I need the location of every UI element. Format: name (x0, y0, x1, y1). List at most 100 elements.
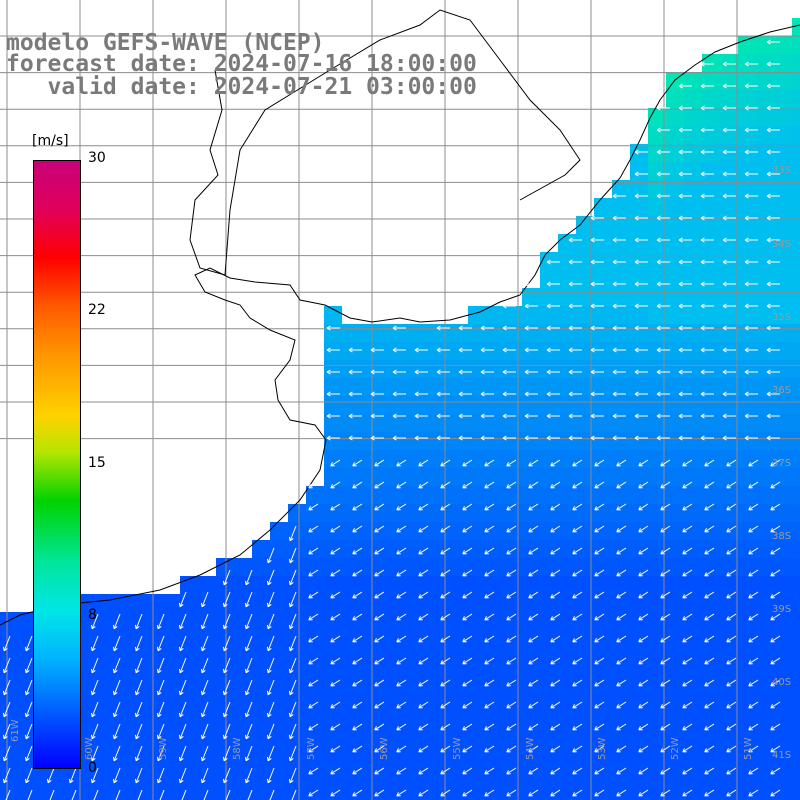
wind-arrow (374, 481, 385, 489)
wind-arrow (288, 767, 297, 784)
wind-speed-cell (162, 648, 180, 666)
wind-arrow (326, 347, 340, 353)
wind-arrow (704, 525, 715, 533)
wind-arrow (722, 303, 736, 309)
wind-speed-cell (522, 702, 540, 720)
wind-speed-cell (630, 378, 648, 396)
wind-arrow (590, 347, 604, 353)
wind-speed-cell (360, 342, 378, 360)
wind-speed-cell (666, 594, 684, 612)
wind-arrow (528, 547, 539, 555)
wind-arrow (700, 391, 714, 397)
wind-arrow (137, 789, 143, 800)
wind-speed-cell (378, 558, 396, 576)
wind-speed-cell (756, 216, 774, 234)
wind-speed-cell (774, 630, 792, 648)
wind-arrow (458, 391, 472, 397)
wind-speed-cell (756, 720, 774, 738)
wind-speed-cell (666, 342, 684, 360)
wind-speed-cell (486, 612, 504, 630)
wind-arrow (352, 635, 363, 643)
wind-speed-cell (774, 234, 792, 252)
wind-arrow (480, 369, 494, 375)
wind-speed-cell (792, 630, 800, 648)
wind-arrow (308, 723, 319, 731)
wind-arrow (200, 745, 209, 762)
wind-arrow (704, 657, 715, 665)
lat-label: 41S (772, 750, 792, 761)
wind-arrow (506, 789, 517, 797)
wind-speed-cell (378, 324, 396, 342)
wind-speed-cell (432, 702, 450, 720)
wind-speed-cell (558, 396, 576, 414)
wind-arrow (744, 369, 758, 375)
wind-speed-cell (666, 162, 684, 180)
wind-speed-cell (666, 180, 684, 198)
wind-speed-cell (306, 720, 324, 738)
wind-arrow (308, 679, 319, 687)
wind-arrow (374, 635, 385, 643)
wind-speed-cell (630, 504, 648, 522)
wind-arrow (506, 679, 517, 687)
wind-speed-cell (486, 486, 504, 504)
wind-speed-cell (90, 792, 108, 800)
wind-speed-cell (162, 666, 180, 684)
wind-arrow (678, 281, 692, 287)
wind-arrow (770, 701, 781, 709)
wind-speed-cell (792, 378, 800, 396)
wind-speed-cell (684, 612, 702, 630)
wind-speed-cell (648, 702, 666, 720)
wind-arrow (115, 789, 121, 800)
wind-arrow (71, 789, 77, 800)
wind-arrow (722, 149, 736, 155)
wind-speed-cell (630, 306, 648, 324)
wind-arrow (550, 723, 561, 731)
wind-speed-cell (792, 288, 800, 306)
wind-speed-cell (234, 630, 252, 648)
wind-arrow (418, 591, 429, 599)
wind-arrow (550, 547, 561, 555)
wind-arrow (134, 635, 143, 652)
wind-speed-cell (450, 702, 468, 720)
wind-speed-cell (342, 594, 360, 612)
wind-speed-cell (198, 594, 216, 612)
wind-speed-cell (612, 450, 630, 468)
wind-arrow (766, 171, 780, 177)
wind-speed-cell (288, 576, 306, 594)
wind-speed-cell (468, 396, 486, 414)
wind-arrow (550, 789, 561, 797)
wind-arrow (178, 723, 187, 740)
wind-arrow (288, 613, 297, 630)
wind-speed-cell (558, 774, 576, 792)
wind-speed-cell (162, 594, 180, 612)
wind-speed-cell (216, 630, 234, 648)
wind-arrow (462, 767, 473, 775)
wind-speed-cell (468, 414, 486, 432)
wind-arrow (156, 613, 165, 630)
wind-speed-cell (738, 234, 756, 252)
wind-speed-cell (756, 774, 774, 792)
wind-speed-cell (414, 702, 432, 720)
wind-arrow (396, 569, 407, 577)
wind-arrow (178, 679, 187, 696)
wind-speed-cell (774, 486, 792, 504)
wind-speed-cell (594, 468, 612, 486)
wind-speed-cell (486, 396, 504, 414)
wind-arrow (700, 127, 714, 133)
wind-speed-cell (468, 342, 486, 360)
wind-arrow (656, 259, 670, 265)
wind-arrow (418, 569, 429, 577)
wind-arrow (722, 127, 736, 133)
wind-speed-cell (540, 792, 558, 800)
wind-arrow (374, 767, 385, 775)
wind-arrow (726, 745, 737, 753)
wind-speed-cell (684, 792, 702, 800)
wind-speed-cell (702, 270, 720, 288)
wind-speed-cell (468, 576, 486, 594)
wind-speed-cell (792, 486, 800, 504)
wind-speed-cell (558, 252, 576, 270)
wind-speed-cell (414, 684, 432, 702)
wind-arrow (330, 503, 341, 511)
wind-speed-cell (756, 270, 774, 288)
wind-speed-cell (702, 648, 720, 666)
